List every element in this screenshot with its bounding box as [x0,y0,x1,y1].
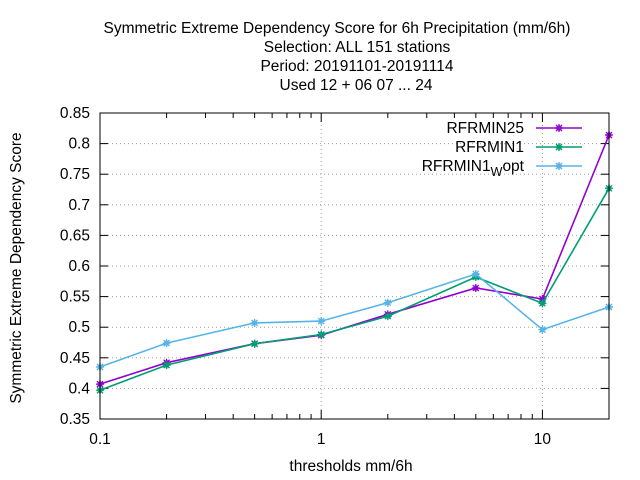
data-point-star [383,298,392,307]
legend-swatch-marker [555,124,563,132]
series-line [99,187,610,391]
data-point [538,299,547,308]
y-tick-label: 0.4 [68,380,90,397]
title-line-1: Symmetric Extreme Dependency Score for 6… [104,20,571,37]
data-point-star [162,361,171,370]
grid [100,113,609,419]
legend-swatch-marker-star [555,124,563,132]
plot-frame [99,112,610,420]
data-point-star [538,299,547,308]
data-point-star [317,317,326,326]
data-point [538,325,547,334]
y-tick-label: 0.45 [60,350,90,367]
y-tick-label: 0.35 [60,411,90,428]
legend-swatch-marker [555,162,563,170]
data-point [383,298,392,307]
y-tick-label: 0.5 [68,319,90,336]
data-point-star [538,295,547,304]
series-line [99,273,610,368]
legend-swatch-marker-star [555,143,563,151]
data-point-star [471,269,480,278]
x-tick-label: 0.1 [89,431,111,448]
series-3 [96,269,613,371]
legend-label: RFRMIN1Wopt [422,158,525,179]
title-line-2: Selection: ALL 151 stations [264,39,451,56]
data-point [471,269,480,278]
legend-label: RFRMIN25 [446,120,524,137]
data-point [383,312,392,321]
data-point-star [383,312,392,321]
series-1 [96,131,613,389]
chart-title: Symmetric Extreme Dependency Score for 6… [104,20,571,94]
data-point-star [471,284,480,293]
x-tick-label: 1 [317,431,326,448]
legend-label: RFRMIN1 [455,139,524,156]
data-point [471,284,480,293]
y-tick-label: 0.8 [68,136,90,153]
x-axis-label: thresholds mm/6h [289,458,412,475]
series-2 [96,184,613,395]
series-layer [96,131,613,395]
y-axis-label: Symmetric Extreme Dependency Score [8,132,25,403]
legend-item: RFRMIN25 [446,120,582,137]
legend-swatch-marker-star [555,162,563,170]
y-tick-label: 0.7 [68,197,90,214]
data-point [317,317,326,326]
data-point-star [317,330,326,339]
data-point [317,330,326,339]
legend-item: RFRMIN1Wopt [422,158,582,179]
y-tick-label: 0.55 [60,289,90,306]
y-tick-label: 0.6 [68,258,90,275]
data-point [250,318,259,327]
data-point-star [250,339,259,348]
legend-swatch-marker [555,143,563,151]
data-point [250,339,259,348]
data-point-star [538,325,547,334]
y-tick-label: 0.85 [60,105,90,122]
data-point [162,361,171,370]
y-tick-label: 0.75 [60,166,90,183]
series-line [99,134,610,385]
y-tick-label: 0.65 [60,227,90,244]
title-line-4: Used 12 + 06 07 ... 24 [280,77,433,94]
axis-ticks: 0.35 0.4 0.45 0.5 0.55 0.6 0.65 0.7 0.75 0.8 0.85 0… [60,105,610,448]
data-point-star [162,339,171,348]
title-line-3: Period: 20191101-20191114 [260,58,453,75]
x-tick-label: 10 [534,431,552,448]
legend: RFRMIN25 RFRMIN1 RFRMIN1Wopt [422,120,582,179]
legend-item: RFRMIN1 [455,139,582,156]
data-point-star [250,318,259,327]
data-point [162,339,171,348]
